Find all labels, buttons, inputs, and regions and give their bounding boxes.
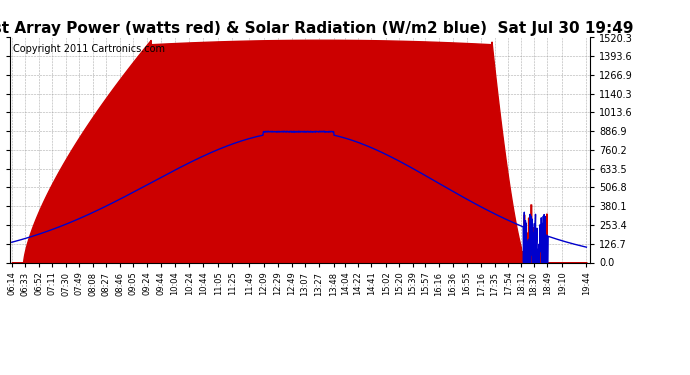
- Text: Copyright 2011 Cartronics.com: Copyright 2011 Cartronics.com: [13, 44, 165, 54]
- Title: West Array Power (watts red) & Solar Radiation (W/m2 blue)  Sat Jul 30 19:49: West Array Power (watts red) & Solar Rad…: [0, 21, 634, 36]
